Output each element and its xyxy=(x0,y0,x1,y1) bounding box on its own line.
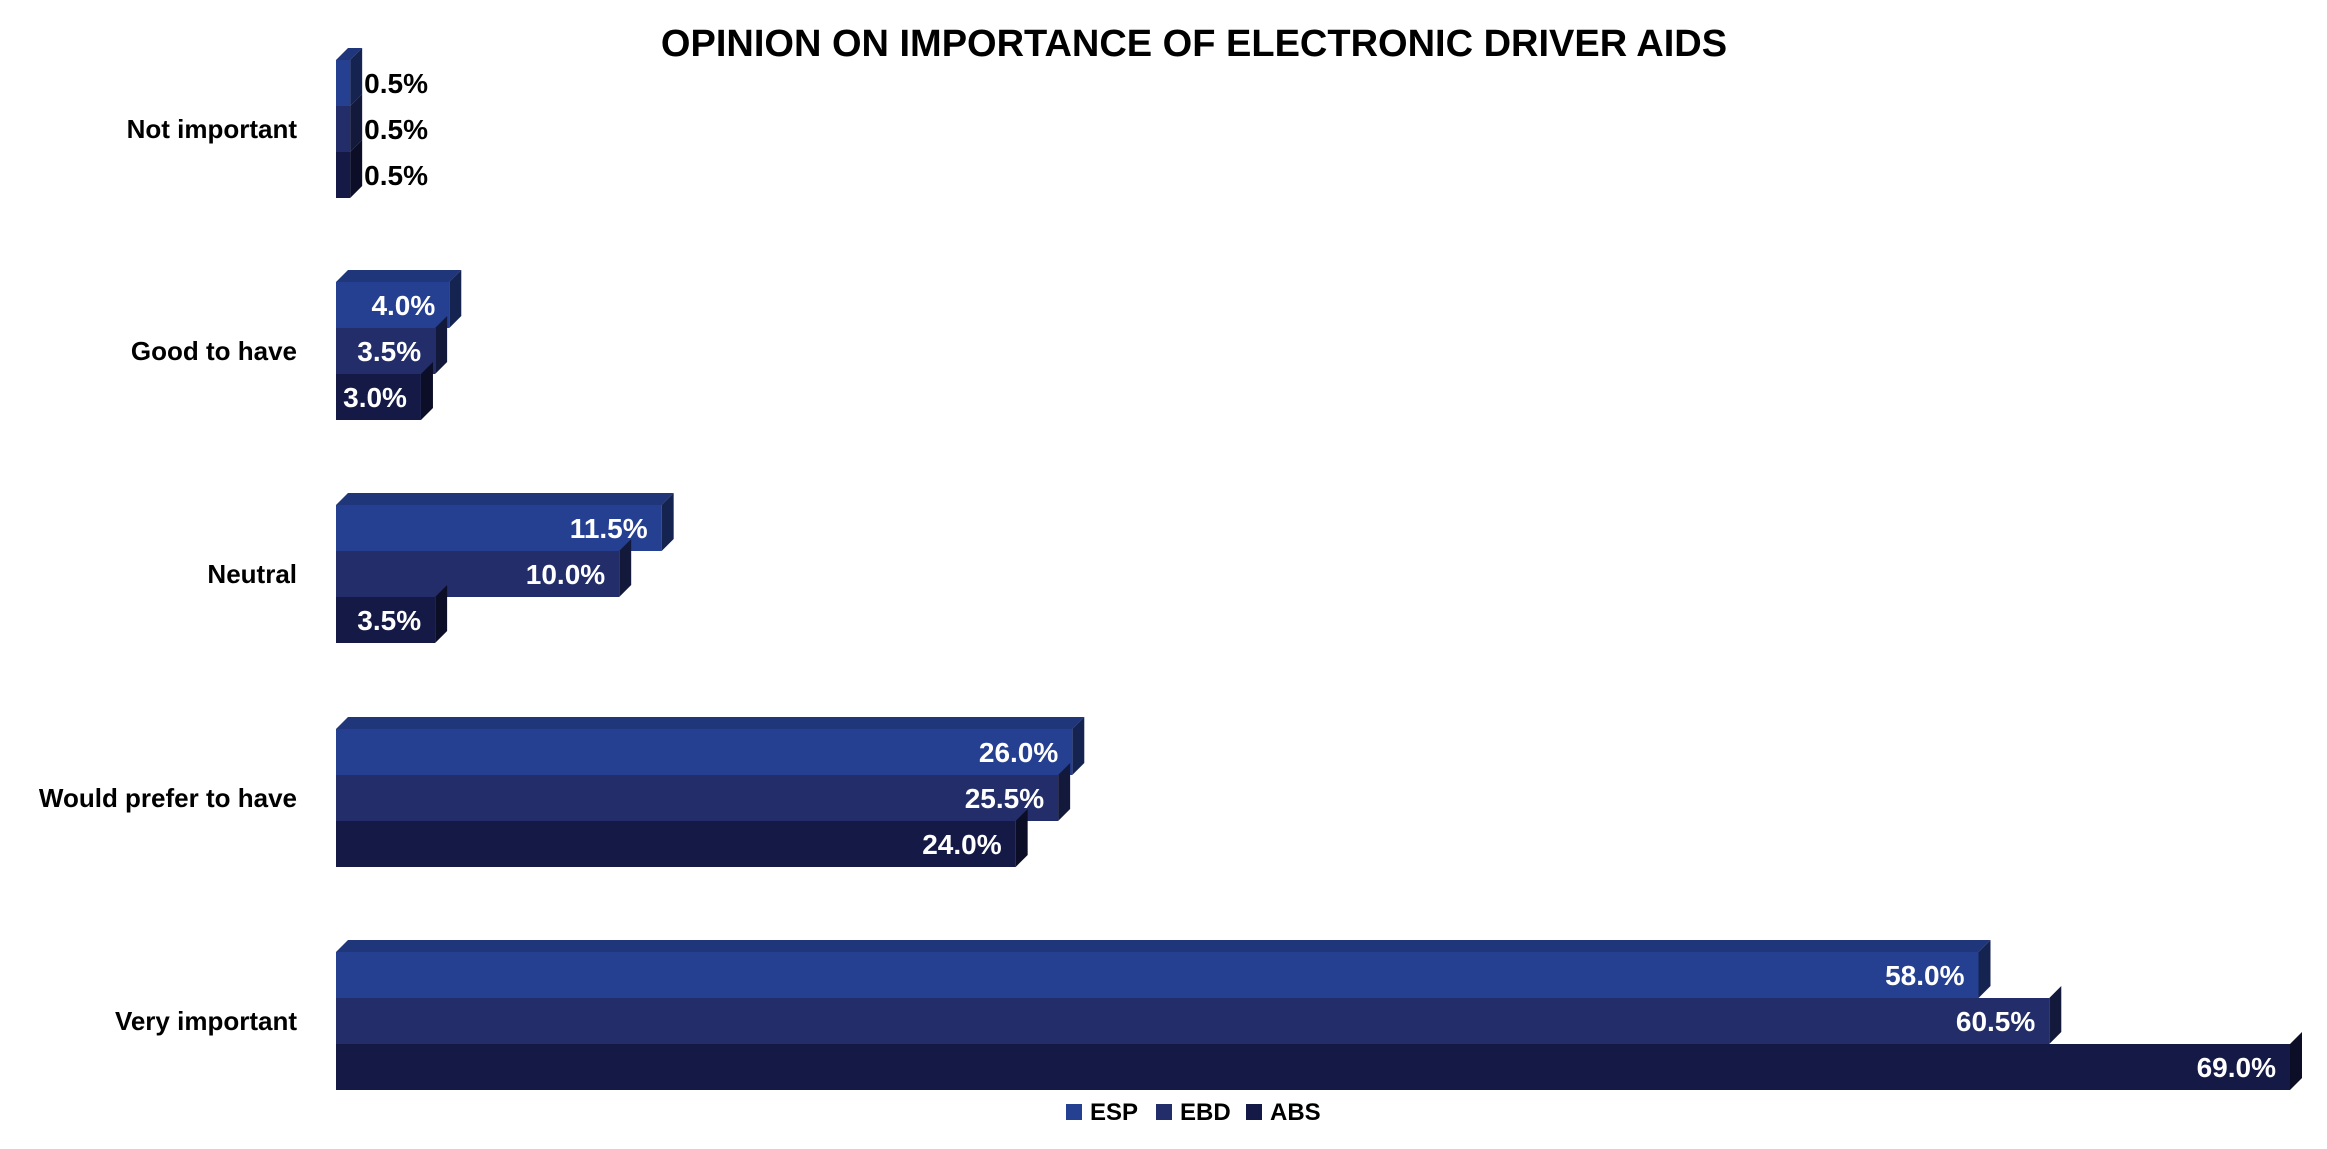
bar-ebd-would-prefer-to-have xyxy=(336,775,1059,821)
bar-esp-would-prefer-to-have xyxy=(336,729,1073,775)
bar-abs-very-important xyxy=(336,1044,2290,1090)
category-label: Good to have xyxy=(131,336,297,366)
data-label: 0.5% xyxy=(364,160,428,191)
data-label: 69.0% xyxy=(2197,1052,2276,1083)
data-label: 4.0% xyxy=(371,290,435,321)
data-label: 0.5% xyxy=(364,114,428,145)
bar-side-face xyxy=(2049,986,2062,1044)
bar-ebd-good-to-have xyxy=(336,328,436,374)
bar-abs-not-important xyxy=(336,152,351,198)
legend-label-ebd: EBD xyxy=(1180,1099,1231,1126)
bar-top-face xyxy=(336,493,674,505)
bar-top-face xyxy=(336,48,363,60)
legend-swatch-ebd xyxy=(1156,1104,1172,1120)
bar-side-face xyxy=(449,270,462,328)
bar-side-face xyxy=(2290,1032,2302,1090)
bar-top-face xyxy=(336,270,462,282)
legend-swatch-esp xyxy=(1066,1104,1082,1120)
bar-side-face xyxy=(435,585,448,643)
bar-side-face xyxy=(350,48,363,106)
category-label: Very important xyxy=(115,1006,297,1036)
data-label: 10.0% xyxy=(526,559,605,590)
chart-title: OPINION ON IMPORTANCE OF ELECTRONIC DRIV… xyxy=(661,23,1727,65)
data-label: 26.0% xyxy=(979,737,1058,768)
category-labels: Very important Would prefer to have Neutra… xyxy=(39,114,297,1036)
bar-side-face xyxy=(1072,717,1085,775)
legend-label-esp: ESP xyxy=(1090,1099,1138,1126)
data-label: 3.5% xyxy=(357,336,421,367)
bar-ebd-neutral xyxy=(336,551,620,597)
data-label: 0.5% xyxy=(364,68,428,99)
category-label: Neutral xyxy=(207,559,297,589)
bar-side-face xyxy=(420,362,433,420)
category-label: Would prefer to have xyxy=(39,783,297,813)
bar-esp-not-important xyxy=(336,60,351,106)
bar-side-face xyxy=(619,539,632,597)
bar-esp-very-important xyxy=(336,952,1979,998)
data-label: 60.5% xyxy=(1956,1006,2035,1037)
bar-esp-neutral xyxy=(336,505,662,551)
bar-esp-good-to-have xyxy=(336,282,450,328)
bar-side-face xyxy=(1978,940,1991,998)
bar-side-face xyxy=(1058,763,1071,821)
bar-abs-good-to-have xyxy=(336,374,421,420)
legend: ESP EBD ABS xyxy=(1066,1099,1321,1126)
bar-top-face xyxy=(336,717,1085,729)
legend-label-abs: ABS xyxy=(1270,1099,1321,1126)
bar-top-face xyxy=(336,940,1991,952)
category-label: Not important xyxy=(127,114,298,144)
bar-side-face xyxy=(435,316,448,374)
bar-ebd-not-important xyxy=(336,106,351,152)
bar-ebd-very-important xyxy=(336,998,2050,1044)
legend-swatch-abs xyxy=(1246,1104,1262,1120)
bar-side-face xyxy=(661,493,674,551)
bars-layer: 58.0% 60.5% 69.0% 26.0% 25.5% 24.0% 11.5% 10.0%… xyxy=(336,48,2302,1090)
bar-side-face xyxy=(350,94,363,152)
data-label: 58.0% xyxy=(1885,960,1964,991)
data-label: 25.5% xyxy=(965,783,1044,814)
bar-abs-would-prefer-to-have xyxy=(336,821,1016,867)
data-label: 24.0% xyxy=(922,829,1001,860)
bar-side-face xyxy=(1015,809,1028,867)
data-label: 3.5% xyxy=(357,605,421,636)
bar-abs-neutral xyxy=(336,597,436,643)
data-label: 3.0% xyxy=(343,382,407,413)
data-label: 11.5% xyxy=(570,513,648,544)
bar-side-face xyxy=(350,140,363,198)
